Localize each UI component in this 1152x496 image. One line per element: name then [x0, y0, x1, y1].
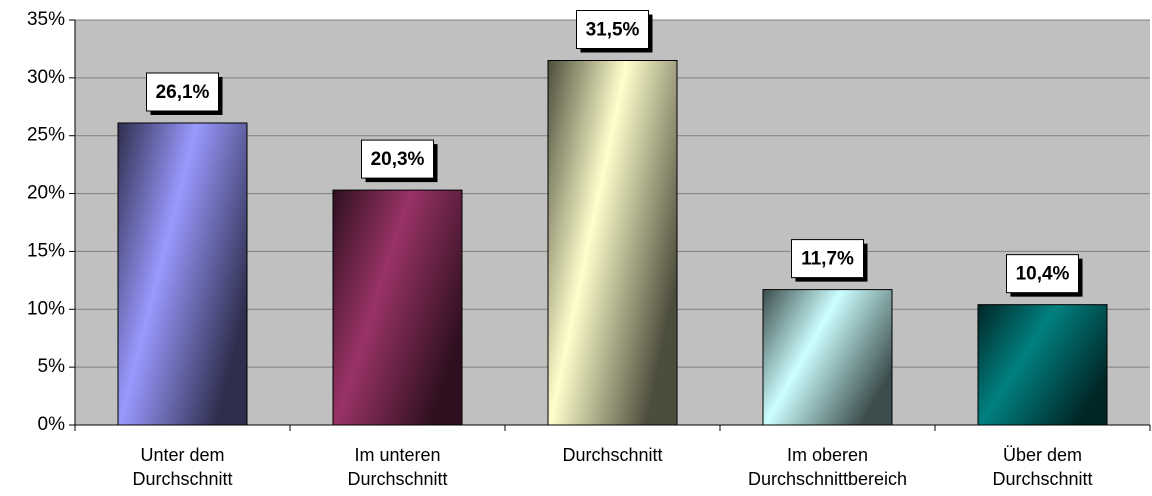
y-tick-label: 20%	[27, 183, 65, 204]
bar	[977, 304, 1108, 426]
value-label-box	[791, 239, 864, 279]
x-tick-label: Im unteren Durchschnitt	[347, 445, 448, 489]
bar	[332, 189, 463, 426]
value-label: 31,5%	[586, 20, 640, 41]
value-label: 20,3%	[371, 149, 425, 170]
x-tick-label: Durchschnitt	[562, 445, 663, 465]
y-tick-label: 35%	[27, 9, 65, 30]
bar	[117, 122, 248, 426]
y-tick-label: 5%	[38, 356, 66, 377]
bar	[762, 289, 893, 426]
x-tick-label: Unter dem Durchschnitt	[132, 445, 233, 489]
value-label: 26,1%	[156, 82, 210, 103]
x-tick-label: Im oberen Durchschnittbereich	[747, 445, 908, 489]
value-label: 11,7%	[801, 249, 854, 270]
y-tick-label: 30%	[27, 67, 65, 88]
value-label-box	[1006, 254, 1079, 294]
y-tick-label: 10%	[27, 298, 65, 319]
value-label-box	[576, 10, 649, 49]
value-label-box	[361, 139, 434, 179]
bar	[547, 60, 678, 426]
y-tick-label: 0%	[38, 414, 66, 435]
y-tick-label: 25%	[27, 125, 65, 146]
value-label: 10,4%	[1016, 264, 1070, 285]
x-tick-label: Über dem Durchschnitt	[992, 445, 1093, 489]
y-tick-label: 15%	[27, 240, 65, 261]
value-label-box	[146, 72, 219, 112]
